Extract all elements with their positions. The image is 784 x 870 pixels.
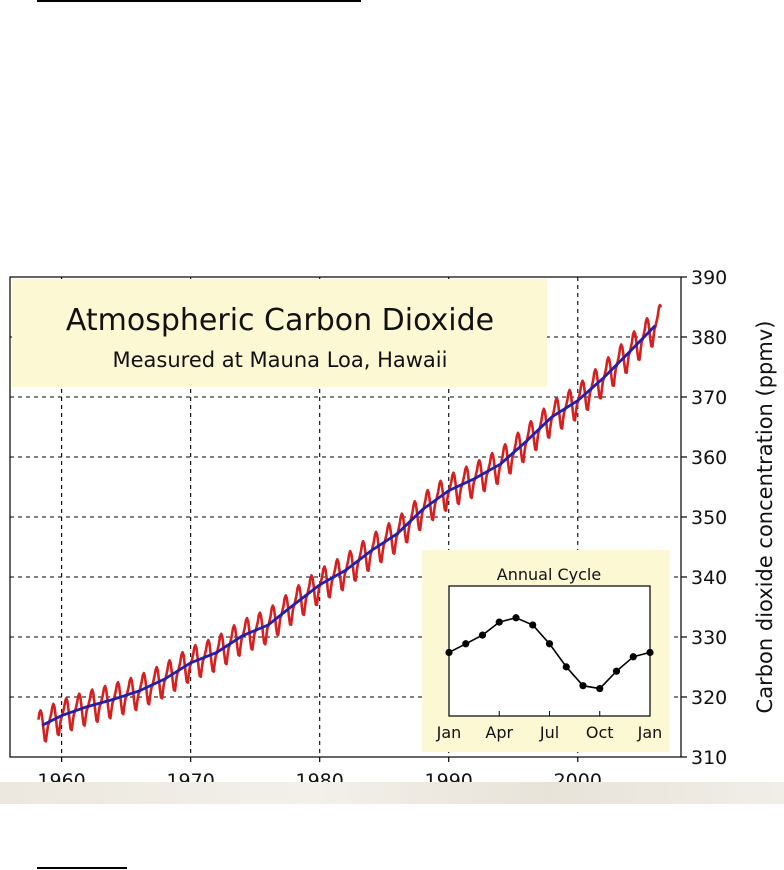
y-tick-label: 380 bbox=[691, 327, 727, 349]
y-tick-label: 350 bbox=[691, 507, 727, 529]
inset-x-tick-label: Jul bbox=[539, 723, 559, 742]
y-axis-label: Carbon dioxide concentration (ppmv) bbox=[753, 321, 777, 714]
inset-point bbox=[529, 621, 537, 629]
y-tick-label: 340 bbox=[691, 567, 727, 589]
inset-point bbox=[562, 663, 570, 671]
chart-subtitle: Measured at Mauna Loa, Hawaii bbox=[113, 348, 448, 372]
chart-title: Atmospheric Carbon Dioxide bbox=[66, 303, 494, 338]
inset-annual-cycle: Annual Cycle Jan Apr Jul Oct Jan bbox=[422, 550, 670, 752]
top-rule bbox=[37, 0, 361, 2]
inset-x-tick-label: Jan bbox=[436, 723, 462, 742]
inset-point bbox=[512, 614, 520, 622]
inset-frame bbox=[448, 585, 651, 717]
inset-point bbox=[596, 684, 604, 693]
y-tick-label: 360 bbox=[691, 447, 727, 469]
y-tick-label: 320 bbox=[691, 687, 727, 709]
y-tick-label: 330 bbox=[691, 627, 727, 649]
y-tick-label: 390 bbox=[691, 267, 727, 289]
inset-x-tick-label: Apr bbox=[485, 723, 513, 742]
y-tick-label: 370 bbox=[691, 387, 727, 409]
inset-point bbox=[545, 640, 554, 648]
inset-point bbox=[629, 653, 637, 661]
y-tick-label: 310 bbox=[691, 747, 727, 769]
trend-co2-line bbox=[41, 324, 657, 727]
inset-x-tick-label: Oct bbox=[586, 723, 614, 742]
inset-point bbox=[478, 631, 487, 639]
title-box bbox=[12, 279, 547, 387]
inset-x-tick-label: Jan bbox=[637, 723, 663, 742]
inset-point bbox=[579, 682, 587, 690]
monthly-co2-line bbox=[37, 303, 663, 743]
inset-title: Annual Cycle bbox=[497, 565, 601, 584]
inset-point bbox=[612, 667, 621, 675]
inset-point bbox=[495, 618, 503, 626]
inset-point bbox=[646, 648, 654, 657]
photo-edge bbox=[0, 782, 784, 804]
inset-point bbox=[462, 640, 470, 648]
inset-point bbox=[445, 648, 453, 657]
bottom-rule bbox=[37, 867, 127, 869]
